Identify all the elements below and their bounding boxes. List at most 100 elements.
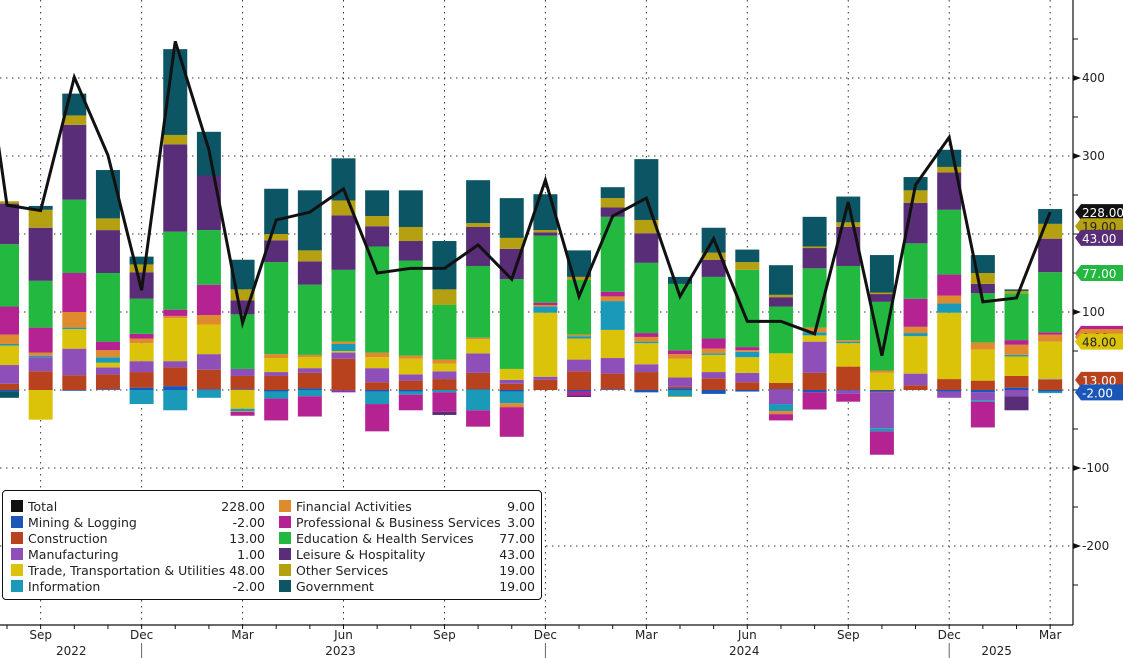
bar-segment bbox=[802, 246, 827, 249]
legend-swatch bbox=[279, 532, 291, 544]
bar-segment bbox=[903, 333, 928, 337]
bar-segment bbox=[869, 292, 894, 295]
bar-segment bbox=[62, 312, 87, 328]
bar-stack bbox=[28, 205, 53, 420]
bar-segment bbox=[533, 235, 558, 303]
bar-segment bbox=[163, 134, 188, 145]
bar-segment bbox=[230, 390, 255, 409]
bar-segment bbox=[600, 389, 625, 390]
bar-segment bbox=[163, 231, 188, 310]
bar-segment bbox=[196, 284, 221, 316]
legend-item: Information -2.00 bbox=[11, 578, 265, 594]
legend: Total 228.00 Mining & Logging -2.00 Construc… bbox=[2, 490, 542, 600]
end-tag-shape bbox=[1075, 333, 1123, 350]
bar-segment bbox=[28, 357, 53, 372]
bar-stack bbox=[264, 188, 289, 421]
bar-segment bbox=[634, 233, 659, 263]
bar-segment bbox=[163, 315, 188, 319]
bar-segment bbox=[1004, 293, 1029, 341]
bar-segment bbox=[836, 341, 861, 344]
end-tag: 77.00 bbox=[1075, 265, 1123, 281]
bar-segment bbox=[600, 291, 625, 297]
bar-segment bbox=[499, 403, 524, 408]
bar-segment bbox=[567, 334, 592, 337]
bar-segment bbox=[735, 372, 760, 383]
bar-segment bbox=[701, 348, 726, 354]
bar-segment bbox=[196, 369, 221, 390]
bar-segment bbox=[95, 389, 120, 390]
bar-segment bbox=[735, 351, 760, 358]
bar-segment bbox=[768, 390, 793, 405]
x-month-label: Dec bbox=[938, 628, 961, 642]
bar-segment bbox=[365, 190, 390, 217]
bar-segment bbox=[466, 372, 491, 390]
bar-segment bbox=[264, 375, 289, 390]
bar-segment bbox=[937, 312, 962, 380]
legend-column-left: Total 228.00 Mining & Logging -2.00 Construc… bbox=[11, 498, 265, 594]
bar-segment bbox=[802, 372, 827, 390]
bar-segment bbox=[836, 340, 861, 342]
bar-segment bbox=[1038, 332, 1063, 335]
end-tag-shape bbox=[1075, 229, 1123, 246]
x-month-label: Jun bbox=[333, 628, 353, 642]
x-year-label: 2024 bbox=[729, 644, 760, 658]
legend-label: Education & Health Services bbox=[296, 530, 474, 546]
bar-segment bbox=[398, 355, 423, 359]
bar-segment bbox=[499, 198, 524, 238]
bar-segment bbox=[668, 276, 692, 284]
legend-label: Total bbox=[28, 498, 58, 514]
bar-segment bbox=[836, 265, 861, 341]
bar-segment bbox=[264, 354, 289, 359]
end-tag-label: 48.00 bbox=[1082, 336, 1116, 350]
bar-segment bbox=[735, 357, 760, 373]
bar-segment bbox=[735, 262, 760, 270]
bar-segment bbox=[196, 390, 221, 398]
bar-segment bbox=[196, 230, 221, 285]
bar-segment bbox=[95, 218, 120, 231]
bar-segment bbox=[331, 215, 356, 270]
y-tick-arrow bbox=[1073, 309, 1081, 315]
y-tick-label: 100 bbox=[1082, 305, 1105, 319]
y-tick-label: 400 bbox=[1082, 71, 1105, 85]
bar-segment bbox=[668, 388, 692, 390]
bar-segment bbox=[398, 358, 423, 375]
bar-segment bbox=[970, 401, 995, 428]
bar-segment bbox=[129, 361, 154, 373]
bar-segment bbox=[230, 389, 255, 390]
bar-stack bbox=[600, 187, 625, 390]
bar-segment bbox=[95, 273, 120, 342]
bar-segment bbox=[62, 329, 87, 349]
bar-segment bbox=[28, 371, 53, 390]
bar-segment bbox=[567, 276, 592, 281]
legend-swatch bbox=[11, 532, 23, 544]
bar-segment bbox=[0, 334, 19, 344]
bar-segment bbox=[230, 411, 255, 412]
legend-value: 19.00 bbox=[499, 578, 535, 594]
bar-segment bbox=[600, 358, 625, 374]
bar-segment bbox=[1004, 289, 1029, 291]
bar-segment bbox=[365, 390, 390, 392]
bar-segment bbox=[297, 390, 322, 397]
bar-segment bbox=[768, 353, 793, 383]
bar-segment bbox=[28, 352, 53, 356]
bar-segment bbox=[95, 362, 120, 368]
bar-segment bbox=[297, 250, 322, 262]
bar-segment bbox=[701, 353, 726, 355]
legend-item: Financial Activities 9.00 bbox=[279, 498, 535, 514]
bar-segment bbox=[331, 351, 356, 353]
bar-segment bbox=[668, 377, 692, 387]
bar-segment bbox=[432, 363, 457, 372]
bar-segment bbox=[264, 398, 289, 421]
bar-stack bbox=[768, 265, 793, 421]
bar-segment bbox=[264, 372, 289, 376]
bar-segment bbox=[600, 216, 625, 292]
bar-segment bbox=[230, 300, 255, 315]
bar-segment bbox=[735, 269, 760, 348]
end-tag-label: 228.00 bbox=[1082, 206, 1123, 220]
bar-segment bbox=[903, 373, 928, 386]
legend-item: Education & Health Services 77.00 bbox=[279, 530, 535, 546]
y-tick-arrow bbox=[1073, 75, 1081, 81]
bar-segment bbox=[365, 368, 390, 383]
bar-segment bbox=[668, 390, 692, 397]
bar-segment bbox=[0, 345, 19, 366]
